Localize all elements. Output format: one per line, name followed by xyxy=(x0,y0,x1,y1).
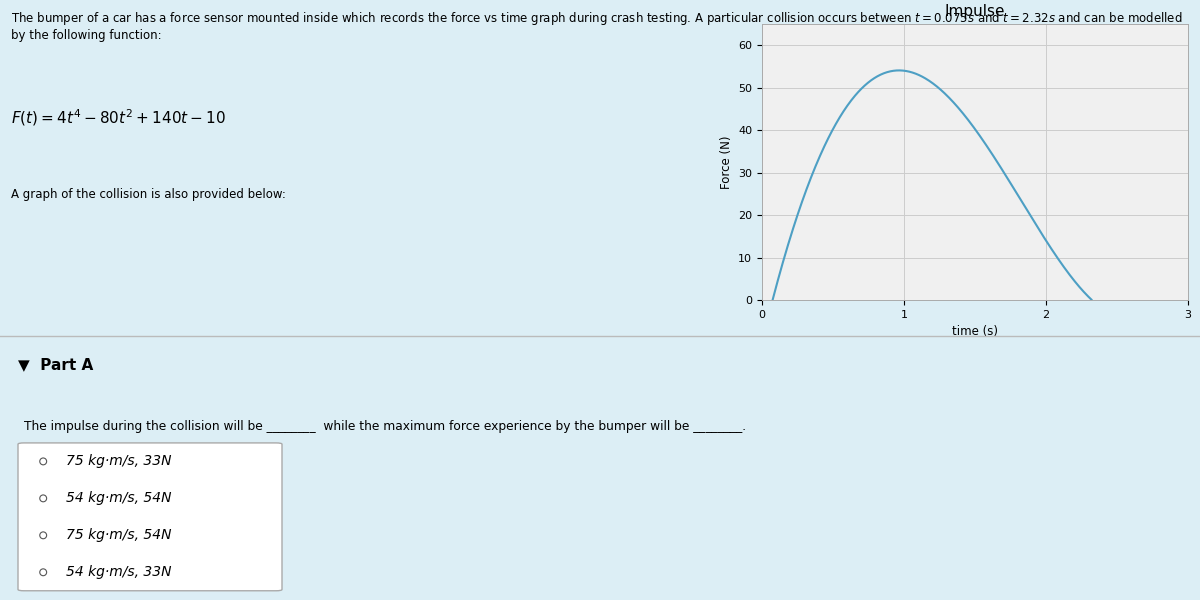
X-axis label: time (s): time (s) xyxy=(952,325,998,338)
FancyBboxPatch shape xyxy=(18,443,282,591)
Text: 75 kg·m/s, 33N: 75 kg·m/s, 33N xyxy=(66,454,172,469)
Text: 54 kg·m/s, 54N: 54 kg·m/s, 54N xyxy=(66,491,172,505)
Title: Impulse: Impulse xyxy=(944,4,1006,19)
Text: The impulse during the collision will be ________  while the maximum force exper: The impulse during the collision will be… xyxy=(24,421,746,433)
Text: 54 kg·m/s, 33N: 54 kg·m/s, 33N xyxy=(66,565,172,579)
Text: 75 kg·m/s, 54N: 75 kg·m/s, 54N xyxy=(66,529,172,542)
Text: ▼  Part A: ▼ Part A xyxy=(18,357,94,372)
Text: $F(t) = 4t^4 - 80t^2 + 140t - 10$: $F(t) = 4t^4 - 80t^2 + 140t - 10$ xyxy=(11,107,226,128)
Text: The bumper of a car has a force sensor mounted inside which records the force vs: The bumper of a car has a force sensor m… xyxy=(11,10,1182,42)
Y-axis label: Force (N): Force (N) xyxy=(720,135,732,189)
Text: A graph of the collision is also provided below:: A graph of the collision is also provide… xyxy=(11,188,286,201)
